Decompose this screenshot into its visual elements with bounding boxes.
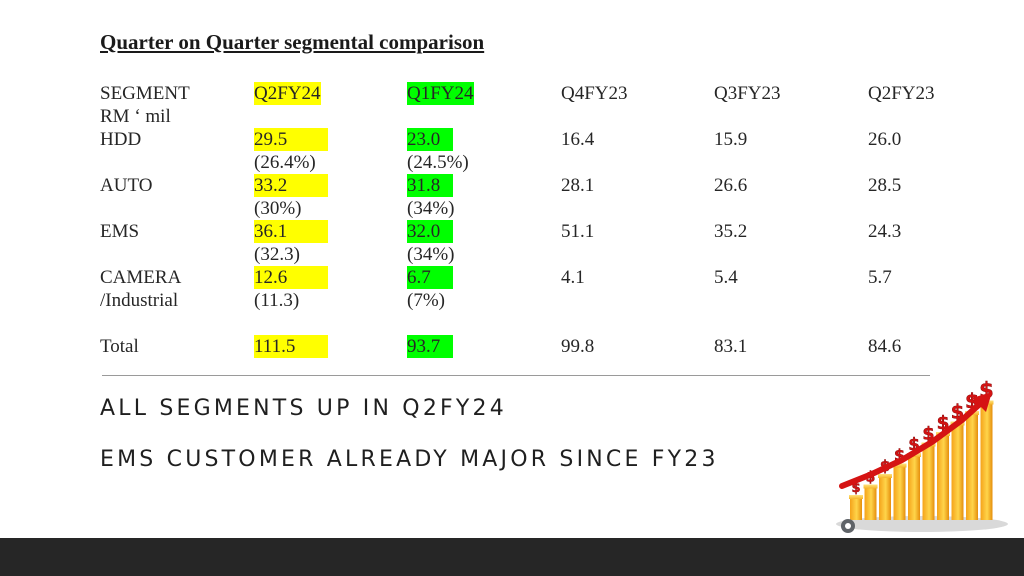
share-q1fy24: (34%) [407, 244, 455, 265]
value-q2fy23: 26.0 [868, 129, 902, 150]
decor-bar [864, 487, 877, 520]
value-q2fy23: 28.5 [868, 175, 902, 196]
footer-bar [0, 538, 1024, 576]
table-total-row: Total 111.5 93.7 99.8 83.1 84.6 [100, 335, 960, 358]
share-q1fy24: (7%) [407, 290, 445, 311]
decor-bar [951, 424, 964, 520]
share-q1fy24: (34%) [407, 198, 455, 219]
table-row: EMS 36.1 32.0 51.1 35.2 24.3 [100, 220, 960, 243]
table-spacer [100, 312, 960, 335]
table-share-row: (30%) (34%) [100, 197, 960, 220]
decor-bar [980, 403, 993, 520]
value-q3fy23: 5.4 [714, 267, 738, 288]
value-q2fy24: 29.5 [254, 128, 328, 151]
slide-title: Quarter on Quarter segmental comparison [100, 30, 485, 54]
total-q2fy24: 111.5 [254, 335, 328, 358]
total-q3fy23: 83.1 [714, 336, 748, 357]
share-q1fy24: (24.5%) [407, 152, 469, 173]
value-q4fy23: 51.1 [561, 221, 595, 242]
share-q2fy24: (30%) [254, 198, 302, 219]
decor-bar [922, 445, 935, 520]
decor-bar-cap [863, 484, 878, 489]
decor-bar [893, 466, 906, 520]
bullet-ems-customer: EMS CUSTOMER ALREADY MAJOR SINCE FY23 [100, 447, 719, 472]
value-q1fy24: 31.8 [407, 174, 453, 197]
header-q3fy23: Q3FY23 [714, 83, 781, 104]
share-q2fy24: (32.3) [254, 244, 300, 265]
header-q2fy24: Q2FY24 [254, 82, 321, 105]
dollar-sign-icon: $ [851, 481, 860, 496]
header-q1fy24: Q1FY24 [407, 82, 474, 105]
segment-label: CAMERA [100, 267, 182, 288]
segment-label: EMS [100, 221, 140, 242]
segment-label: AUTO [100, 175, 153, 196]
header-q4fy23: Q4FY23 [561, 83, 628, 104]
decor-bar-cap [849, 495, 863, 499]
value-q1fy24: 32.0 [407, 220, 453, 243]
value-q3fy23: 26.6 [714, 175, 748, 196]
table-header-row: SEGMENT Q2FY24 Q1FY24 Q4FY23 Q3FY23 Q2FY… [100, 82, 960, 105]
decor-bar-cap [878, 474, 892, 478]
decor-bar-cap [892, 463, 907, 468]
unit-label: RM ‘ mil [100, 106, 171, 127]
table-share-row: (32.3) (34%) [100, 243, 960, 266]
table-unit-row: RM ‘ mil [100, 105, 960, 128]
value-q1fy24: 6.7 [407, 266, 453, 289]
total-q2fy23: 84.6 [868, 336, 902, 357]
value-q2fy24: 33.2 [254, 174, 328, 197]
total-q4fy23: 99.8 [561, 336, 595, 357]
header-q2fy23: Q2FY23 [868, 83, 935, 104]
value-q4fy23: 28.1 [561, 175, 595, 196]
table-share-row: (26.4%) (24.5%) [100, 151, 960, 174]
table-row: AUTO 33.2 31.8 28.1 26.6 28.5 [100, 174, 960, 197]
value-q2fy23: 5.7 [868, 267, 892, 288]
value-q4fy23: 16.4 [561, 129, 595, 150]
value-q1fy24: 23.0 [407, 128, 453, 151]
table-share-row: /Industrial (11.3) (7%) [100, 289, 960, 312]
table-row: CAMERA 12.6 6.7 4.1 5.4 5.7 [100, 266, 960, 289]
bullet-segments-up: ALL SEGMENTS UP IN Q2FY24 [100, 396, 507, 421]
value-q3fy23: 15.9 [714, 129, 748, 150]
table-row: HDD 29.5 23.0 16.4 15.9 26.0 [100, 128, 960, 151]
value-q2fy24: 12.6 [254, 266, 328, 289]
share-q2fy24: (11.3) [254, 290, 300, 311]
segment-label: HDD [100, 129, 142, 150]
dollar-sign-icon: $ [894, 446, 905, 465]
decor-bar [850, 498, 862, 520]
decor-bar [879, 477, 891, 520]
total-q1fy24: 93.7 [407, 335, 453, 358]
value-q2fy23: 24.3 [868, 221, 902, 242]
decor-bar [937, 435, 949, 520]
decor-bar [908, 456, 920, 520]
decor-bar [966, 414, 978, 520]
value-q2fy24: 36.1 [254, 220, 328, 243]
segment-table: SEGMENT Q2FY24 Q1FY24 Q4FY23 Q3FY23 Q2FY… [100, 82, 960, 358]
value-q3fy23: 35.2 [714, 221, 748, 242]
rising-dollar-bar-chart-icon: $$$$$ $$ $ $ $ [832, 378, 1008, 538]
value-q4fy23: 4.1 [561, 267, 585, 288]
divider [102, 375, 930, 376]
total-label: Total [100, 336, 139, 357]
segment-label-line2: /Industrial [100, 290, 179, 311]
share-q2fy24: (26.4%) [254, 152, 316, 173]
header-segment: SEGMENT [100, 83, 190, 104]
